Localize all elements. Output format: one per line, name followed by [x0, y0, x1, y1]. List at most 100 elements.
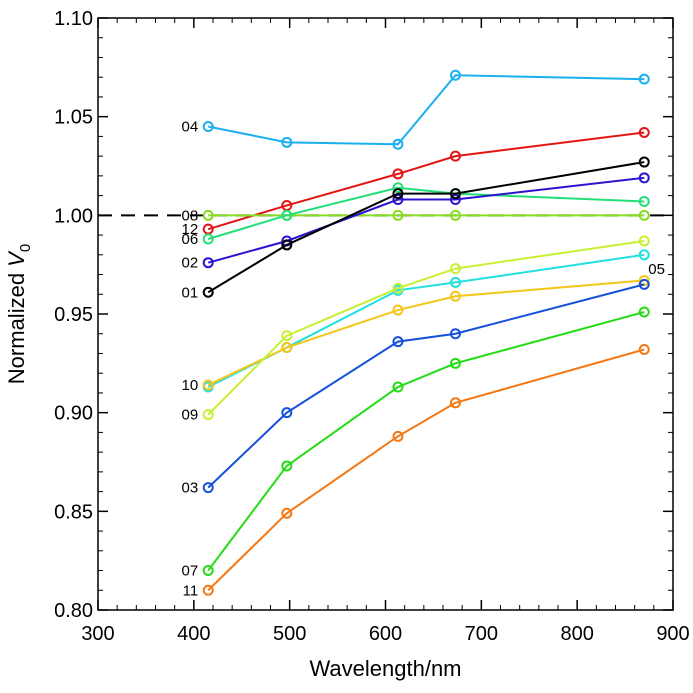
- data-point-01: [638, 156, 650, 168]
- data-point-01: [392, 188, 404, 200]
- data-point-05: [449, 276, 461, 288]
- data-point-11: [202, 584, 214, 596]
- data-point-02: [638, 172, 650, 184]
- data-point-04: [638, 73, 650, 85]
- data-point-04: [202, 121, 214, 133]
- series-01: [202, 156, 650, 298]
- data-point-06: [202, 233, 214, 245]
- data-point-02: [449, 194, 461, 206]
- data-point-07: [281, 460, 293, 472]
- data-point-08: [638, 209, 650, 221]
- data-point-07: [638, 306, 650, 318]
- data-point-06: [392, 182, 404, 194]
- series-label-03: 03: [182, 480, 199, 497]
- data-point-09: [202, 409, 214, 421]
- data-point-12: [638, 126, 650, 138]
- series-label-06: 06: [182, 231, 199, 248]
- series-12: [202, 126, 650, 235]
- data-point-12: [392, 168, 404, 180]
- data-point-11: [638, 344, 650, 356]
- series-label-11: 11: [183, 582, 199, 599]
- series-07: [202, 306, 650, 577]
- data-point-08: [449, 209, 461, 221]
- data-point-03: [638, 278, 650, 290]
- series-label-12: 12: [182, 221, 199, 238]
- series-layer: [202, 69, 650, 596]
- x-axis-title: Wavelength/nm: [309, 656, 461, 681]
- x-tick-label: 600: [369, 623, 402, 645]
- data-point-03: [392, 336, 404, 348]
- series-02: [202, 172, 650, 269]
- series-label-02: 02: [182, 255, 199, 272]
- series-11: [202, 344, 650, 596]
- series-line-12: [207, 131, 645, 231]
- data-point-03: [449, 328, 461, 340]
- data-point-03: [202, 482, 214, 494]
- data-point-07: [449, 357, 461, 369]
- data-point-01: [449, 188, 461, 200]
- data-point-10: [392, 304, 404, 316]
- data-point-04: [449, 69, 461, 81]
- series-line-06: [207, 186, 645, 240]
- y-axis-title-variable: V: [4, 250, 29, 267]
- data-point-10: [202, 379, 214, 391]
- data-point-02: [392, 194, 404, 206]
- data-point-09: [638, 235, 650, 247]
- series-09: [202, 235, 650, 421]
- y-tick-label: 0.90: [54, 403, 93, 425]
- data-point-01: [202, 286, 214, 298]
- series-label-08: 08: [182, 207, 199, 224]
- data-point-04: [281, 136, 293, 148]
- y-tick-label: 1.00: [54, 205, 93, 227]
- series-06: [202, 182, 650, 245]
- data-point-06: [281, 209, 293, 221]
- series-line-02: [207, 176, 645, 264]
- x-tick-label: 400: [177, 623, 210, 645]
- series-04: [202, 69, 650, 150]
- y-tick-label: 1.10: [54, 8, 93, 30]
- axes-layer: 300 400 500 600 700 800 900 0.80 0.85 0.90 0.95 1.0…: [54, 8, 690, 645]
- series-line-07: [207, 311, 645, 572]
- data-point-08: [202, 209, 214, 221]
- series-label-09: 09: [182, 407, 199, 424]
- data-point-09: [392, 282, 404, 294]
- data-point-12: [449, 150, 461, 162]
- y-tick-label: 0.85: [54, 501, 93, 523]
- series-label-10: 10: [182, 377, 199, 394]
- data-point-08: [392, 209, 404, 221]
- data-point-02: [202, 257, 214, 269]
- x-tick-label: 800: [560, 623, 593, 645]
- series-label-05: 05: [648, 261, 665, 278]
- series-label-01: 01: [182, 284, 199, 301]
- y-tick-label: 0.95: [54, 304, 93, 326]
- y-axis-title-main: Normalized: [4, 267, 29, 384]
- data-point-07: [202, 565, 214, 577]
- series-line-01: [207, 161, 645, 294]
- series-08: [202, 209, 650, 221]
- x-tick-label: 500: [273, 623, 306, 645]
- x-tick-label: 700: [465, 623, 498, 645]
- series-line-11: [207, 348, 645, 591]
- y-tick-label: 0.80: [54, 600, 93, 622]
- series-10: [202, 274, 650, 391]
- data-point-07: [392, 381, 404, 393]
- data-point-10: [281, 342, 293, 354]
- data-point-09: [281, 330, 293, 342]
- series-line-09: [207, 239, 645, 416]
- data-point-01: [281, 239, 293, 251]
- data-point-03: [281, 407, 293, 419]
- data-point-04: [392, 138, 404, 150]
- y-tick-label: 1.05: [54, 107, 93, 129]
- x-tick-label: 300: [81, 623, 114, 645]
- series-line-10: [207, 279, 645, 386]
- series-03: [202, 278, 650, 494]
- data-point-11: [449, 397, 461, 409]
- data-point-11: [392, 430, 404, 442]
- data-point-05: [638, 249, 650, 261]
- data-point-10: [449, 290, 461, 302]
- y-axis-title-subscript: 0: [17, 244, 34, 252]
- data-point-11: [281, 507, 293, 519]
- series-line-04: [208, 74, 645, 146]
